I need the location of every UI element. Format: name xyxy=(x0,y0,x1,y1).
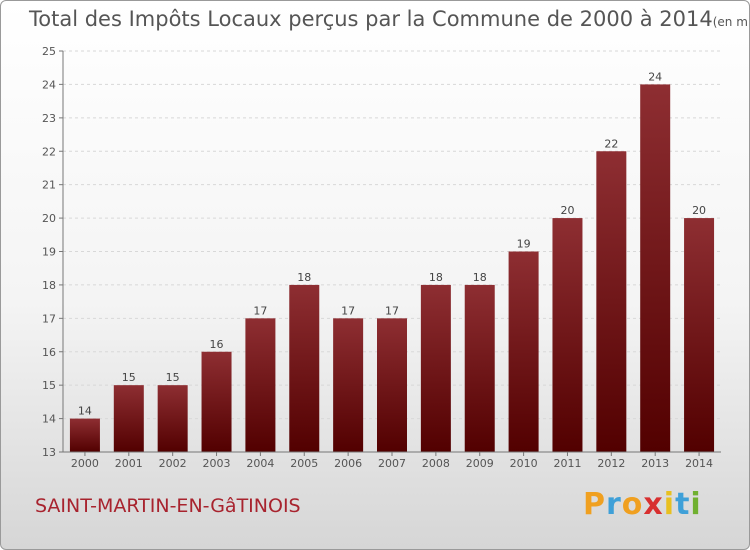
x-tick-label: 2005 xyxy=(290,457,318,470)
logo-letter: x xyxy=(643,487,664,522)
bar xyxy=(245,318,276,452)
bar xyxy=(596,151,627,452)
bar xyxy=(289,284,320,452)
logo-letter: i xyxy=(663,487,676,522)
x-tick-label: 2006 xyxy=(334,457,362,470)
y-tick-label: 13 xyxy=(42,446,56,459)
bar xyxy=(69,418,100,452)
x-tick-label: 2009 xyxy=(466,457,494,470)
logo-letter: t xyxy=(675,487,691,522)
data-label: 17 xyxy=(385,304,399,317)
data-label: 20 xyxy=(692,204,706,217)
bars: 14 15 15 16 17 18 17 17 18 18 19 20 22 24 20 xyxy=(69,70,715,453)
data-label: 19 xyxy=(517,238,531,251)
data-label: 15 xyxy=(122,371,136,384)
y-tick-label: 14 xyxy=(42,413,56,426)
x-tick-label: 2012 xyxy=(597,457,625,470)
chart-title-block: Total des Impôts Locaux perçus par la Co… xyxy=(29,7,750,31)
x-axis: 2000 2001 2002 2003 2004 2005 2006 2007 2008 2009… xyxy=(63,451,721,470)
data-label: 18 xyxy=(429,271,443,284)
proxiti-logo: Proxiti xyxy=(583,487,702,522)
logo-letter: i xyxy=(690,487,702,522)
logo-letter: P xyxy=(583,487,606,522)
data-label: 18 xyxy=(297,271,311,284)
logo-letter: o xyxy=(621,487,644,522)
bar xyxy=(552,218,583,452)
commune-name: SAINT-MARTIN-EN-GâTINOIS xyxy=(35,495,301,517)
x-tick-label: 2014 xyxy=(685,457,713,470)
bar xyxy=(157,385,188,452)
bar xyxy=(640,84,671,453)
x-tick-label: 2008 xyxy=(422,457,450,470)
bar xyxy=(113,385,144,452)
y-tick-label: 24 xyxy=(42,78,56,91)
y-tick-label: 15 xyxy=(42,379,56,392)
y-tick-label: 16 xyxy=(42,346,56,359)
x-tick-label: 2002 xyxy=(159,457,187,470)
data-label: 14 xyxy=(78,405,92,418)
y-tick-label: 22 xyxy=(42,145,56,158)
x-tick-label: 2003 xyxy=(203,457,231,470)
x-tick-label: 2000 xyxy=(71,457,99,470)
y-axis: 13 14 15 16 17 18 19 20 21 22 23 24 25 xyxy=(42,45,64,459)
bar xyxy=(684,218,715,452)
y-tick-label: 20 xyxy=(42,212,56,225)
logo-letter: r xyxy=(606,487,622,522)
x-tick-label: 2007 xyxy=(378,457,406,470)
y-tick-label: 19 xyxy=(42,246,56,259)
y-tick-label: 25 xyxy=(42,45,56,58)
y-tick-label: 17 xyxy=(42,312,56,325)
bar xyxy=(464,284,495,452)
x-tick-label: 2011 xyxy=(553,457,581,470)
data-label: 17 xyxy=(253,304,267,317)
data-label: 24 xyxy=(648,70,662,83)
bar xyxy=(420,284,451,452)
data-label: 20 xyxy=(560,204,574,217)
y-tick-label: 18 xyxy=(42,279,56,292)
bar xyxy=(201,351,232,452)
chart-title: Total des Impôts Locaux perçus par la Co… xyxy=(29,7,713,31)
data-label: 17 xyxy=(341,304,355,317)
bar xyxy=(333,318,364,452)
data-label: 16 xyxy=(210,338,224,351)
data-label: 22 xyxy=(604,137,618,150)
x-tick-label: 2010 xyxy=(510,457,538,470)
data-label: 15 xyxy=(166,371,180,384)
data-label: 18 xyxy=(473,271,487,284)
bar xyxy=(377,318,407,452)
x-tick-label: 2004 xyxy=(246,457,274,470)
y-tick-label: 21 xyxy=(42,179,56,192)
bar xyxy=(508,251,539,452)
unit-note: (en milliers d'€) xyxy=(712,15,750,29)
x-tick-label: 2013 xyxy=(641,457,669,470)
x-tick-label: 2001 xyxy=(115,457,143,470)
y-tick-label: 23 xyxy=(42,112,56,125)
